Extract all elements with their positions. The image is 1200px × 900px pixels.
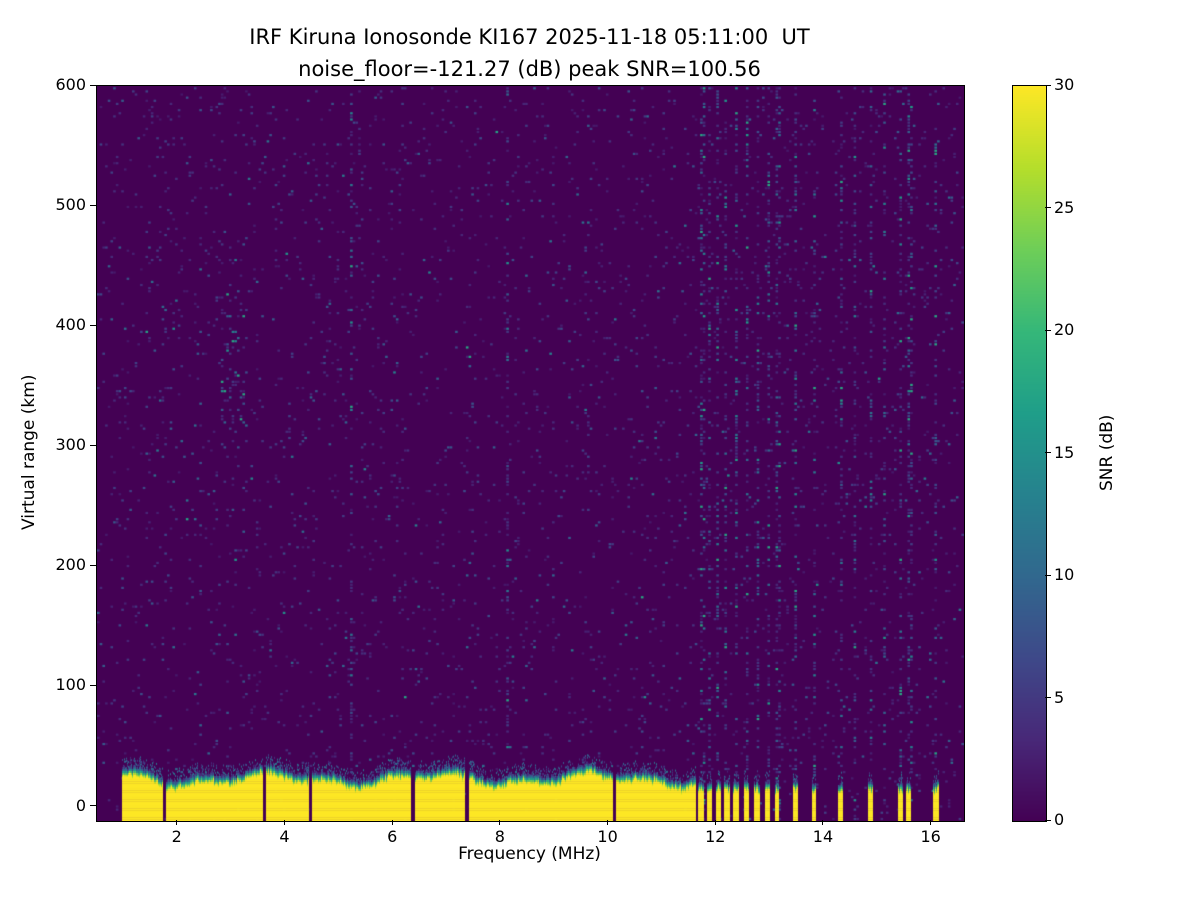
x-tick-label: 8 [494, 827, 505, 846]
y-tick-label: 600 [55, 75, 86, 94]
y-tick [90, 564, 96, 566]
colorbar-tick [1045, 452, 1051, 453]
colorbar-tick [1045, 84, 1051, 86]
y-tick-label: 300 [55, 435, 86, 455]
colorbar-canvas [1012, 85, 1047, 822]
x-tick [714, 820, 716, 825]
x-tick [176, 820, 178, 825]
x-tick-label: 12 [705, 827, 726, 846]
colorbar-label: SNR (dB) [1097, 414, 1117, 491]
colorbar-tick [1045, 697, 1051, 698]
colorbar-tick [1045, 207, 1051, 208]
x-tick [499, 820, 501, 825]
plot-title: IRF Kiruna Ionosonde KI167 2025-11-18 05… [249, 25, 810, 49]
y-tick [90, 324, 96, 326]
x-tick [607, 820, 609, 825]
x-tick-label: 4 [279, 827, 290, 846]
x-tick [283, 820, 285, 825]
colorbar-tick-label: 10 [1054, 565, 1075, 584]
colorbar-tick [1045, 819, 1051, 821]
y-tick-label: 500 [55, 195, 86, 215]
y-tick [90, 444, 96, 446]
colorbar-tick-label: 0 [1054, 810, 1065, 829]
x-tick-label: 6 [387, 827, 398, 846]
colorbar-tick-label: 30 [1054, 75, 1075, 94]
heatmap-canvas [96, 85, 965, 822]
x-tick [822, 820, 824, 825]
colorbar-tick-label: 20 [1054, 320, 1075, 339]
x-tick [391, 820, 393, 825]
y-tick [90, 684, 96, 686]
x-tick-label: 16 [920, 827, 941, 846]
x-tick-label: 2 [171, 827, 182, 846]
colorbar-tick [1045, 574, 1051, 576]
x-tick [930, 820, 932, 825]
y-tick-label: 200 [55, 555, 86, 575]
colorbar-tick-label: 25 [1054, 197, 1075, 217]
x-axis-label: Frequency (MHz) [458, 844, 601, 864]
colorbar-tick-label: 5 [1054, 687, 1065, 707]
colorbar-tick-label: 15 [1054, 442, 1075, 462]
x-tick-label: 14 [812, 827, 834, 846]
y-tick-label: 100 [55, 675, 86, 695]
plot-subtitle: noise_floor=-121.27 (dB) peak SNR=100.56 [298, 57, 761, 81]
x-tick-label: 10 [597, 827, 618, 846]
colorbar-tick [1045, 329, 1051, 331]
y-tick-label: 400 [55, 315, 86, 335]
y-tick-label: 0 [75, 795, 86, 815]
y-tick [90, 204, 96, 206]
y-tick [90, 805, 96, 807]
y-tick [90, 84, 96, 86]
